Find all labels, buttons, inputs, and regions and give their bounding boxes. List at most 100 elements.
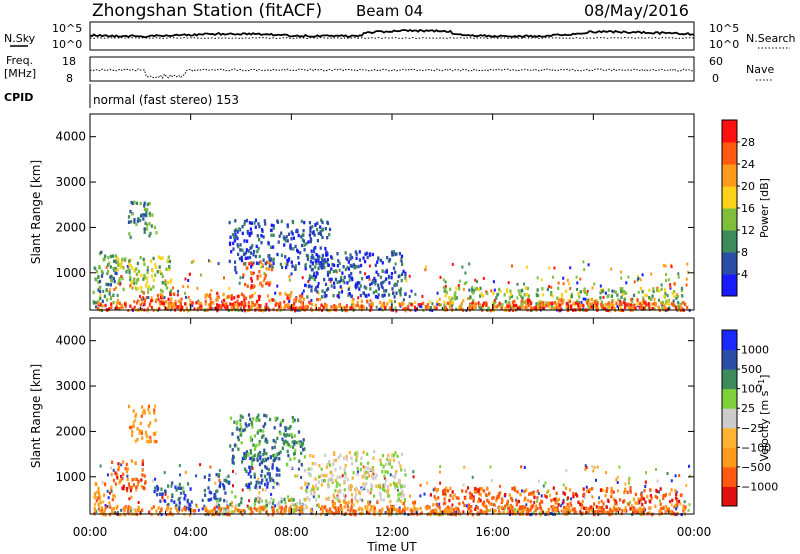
range-gate-cell [123, 509, 126, 513]
range-gate-cell [145, 296, 148, 300]
range-gate-cell [619, 299, 622, 304]
range-gate-cell [115, 306, 118, 310]
range-gate-cell [262, 459, 265, 463]
range-gate-cell [439, 509, 442, 514]
range-gate-cell [646, 495, 649, 499]
range-gate-cell [208, 473, 211, 477]
range-gate-cell [255, 244, 258, 249]
range-gate-cell [364, 476, 367, 480]
range-gate-cell [319, 263, 322, 267]
range-gate-cell [523, 498, 526, 502]
colorbar-tick-label: −1000 [741, 480, 778, 493]
range-gate-cell [680, 286, 684, 291]
range-gate-cell [350, 493, 354, 497]
range-gate-cell [215, 501, 219, 506]
range-gate-cell [616, 476, 619, 479]
range-gate-cell [401, 484, 405, 488]
range-gate-cell [262, 452, 265, 457]
range-gate-cell [468, 288, 471, 292]
range-gate-cell [334, 269, 337, 273]
range-gate-cell [501, 498, 504, 503]
range-gate-cell [373, 513, 376, 517]
range-gate-cell [142, 296, 144, 299]
range-gate-cell [412, 470, 415, 474]
range-gate-cell [252, 271, 255, 275]
range-gate-cell [362, 256, 365, 260]
range-gate-cell [236, 304, 239, 308]
range-gate-cell [287, 232, 291, 236]
range-gate-cell [251, 303, 254, 308]
range-gate-cell [300, 243, 304, 248]
range-gate-cell [128, 270, 131, 275]
range-gate-cell [110, 485, 113, 489]
range-gate-cell [117, 307, 121, 311]
range-gate-cell [258, 282, 261, 286]
range-gate-cell [253, 502, 256, 507]
range-gate-cell [180, 297, 183, 301]
range-gate-cell [227, 474, 230, 478]
range-gate-cell [286, 258, 289, 263]
range-gate-cell [479, 493, 482, 497]
range-gate-cell [380, 284, 383, 288]
range-gate-cell [218, 473, 221, 477]
range-gate-cell [161, 281, 164, 285]
range-gate-cell [648, 302, 651, 306]
y-tick-label: 2000 [55, 220, 86, 234]
range-gate-cell [341, 271, 344, 275]
range-gate-cell [232, 454, 235, 459]
range-gate-cell [313, 486, 316, 491]
range-gate-cell [588, 507, 591, 511]
range-gate-cell [557, 301, 560, 305]
range-gate-cell [135, 267, 138, 271]
range-gate-cell [347, 508, 349, 512]
range-gate-cell [250, 251, 253, 255]
range-gate-cell [504, 493, 507, 497]
range-gate-cell [134, 508, 137, 512]
range-gate-cell [148, 510, 151, 514]
range-gate-cell [344, 475, 347, 479]
range-gate-cell [179, 491, 182, 495]
range-gate-cell [472, 304, 476, 308]
range-gate-cell [328, 477, 331, 481]
range-gate-cell [471, 475, 474, 479]
range-gate-cell [684, 302, 687, 307]
range-gate-cell [566, 278, 569, 282]
range-gate-cell [280, 231, 283, 235]
range-gate-cell [243, 451, 246, 456]
range-gate-cell [290, 272, 293, 276]
range-gate-cell [243, 239, 246, 243]
range-gate-cell [169, 511, 172, 515]
range-gate-cell [244, 452, 247, 456]
range-gate-cell [277, 501, 280, 505]
range-gate-cell [97, 490, 100, 494]
range-gate-cell [104, 303, 107, 308]
range-gate-cell [328, 277, 331, 282]
range-gate-cell [469, 492, 472, 496]
range-gate-cell [241, 224, 244, 229]
range-gate-cell [294, 267, 297, 271]
range-gate-cell [111, 507, 114, 511]
range-gate-cell [564, 486, 568, 490]
range-gate-cell [356, 499, 359, 504]
range-gate-cell [330, 277, 333, 282]
range-gate-cell [605, 505, 608, 509]
range-gate-cell [572, 491, 575, 496]
range-gate-cell [471, 306, 474, 310]
range-gate-cell [345, 454, 348, 459]
range-gate-cell [283, 243, 286, 247]
range-gate-cell [557, 286, 560, 290]
range-gate-cell [631, 507, 634, 512]
range-gate-cell [260, 506, 263, 510]
range-gate-cell [468, 262, 471, 266]
range-gate-cell [386, 256, 389, 260]
range-gate-cell [335, 305, 338, 309]
range-gate-cell [179, 496, 182, 500]
range-gate-cell [457, 284, 460, 287]
range-gate-cell [355, 252, 358, 256]
range-gate-cell [253, 284, 256, 288]
range-gate-cell [291, 264, 294, 268]
range-gate-cell [250, 265, 253, 269]
range-gate-cell [156, 484, 159, 489]
range-gate-cell [129, 488, 132, 493]
range-gate-cell [674, 474, 677, 478]
